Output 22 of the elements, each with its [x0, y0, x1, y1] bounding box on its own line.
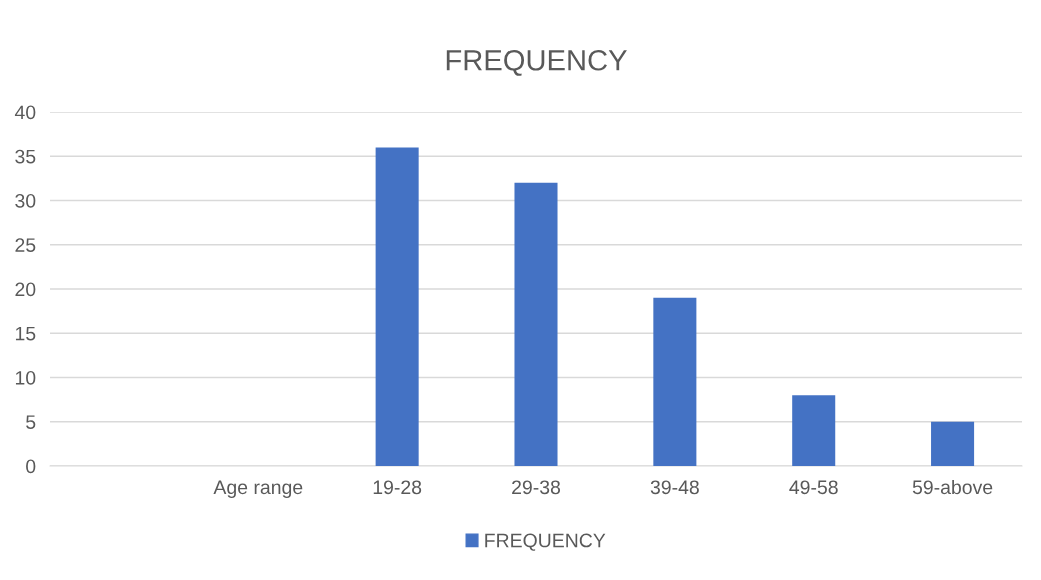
y-tick-label: 15 — [15, 326, 36, 341]
x-tick-label: 49-58 — [789, 480, 838, 495]
x-tick-label: 29-38 — [512, 480, 561, 495]
y-tick-label: 0 — [26, 459, 36, 474]
y-tick-label: 10 — [15, 370, 36, 385]
bar — [931, 421, 975, 466]
bar — [792, 395, 836, 466]
x-tick-label: Age range — [213, 480, 303, 499]
x-tick-label: 19-28 — [373, 480, 422, 495]
y-tick-label: 20 — [15, 282, 36, 297]
legend-label: FREQUENCY — [485, 533, 606, 551]
bar — [653, 297, 697, 466]
y-tick-label: 40 — [14, 105, 36, 120]
y-tick-label: 35 — [15, 149, 36, 164]
x-tick-label: 39-48 — [650, 480, 699, 495]
bar — [514, 182, 558, 466]
chart-title: FREQUENCY — [446, 49, 627, 76]
y-tick-label: 5 — [26, 415, 36, 429]
y-tick-label: 30 — [15, 193, 36, 208]
x-tick-label: 59-above — [912, 479, 993, 495]
bar — [375, 147, 419, 466]
y-tick-label: 25 — [15, 238, 36, 252]
